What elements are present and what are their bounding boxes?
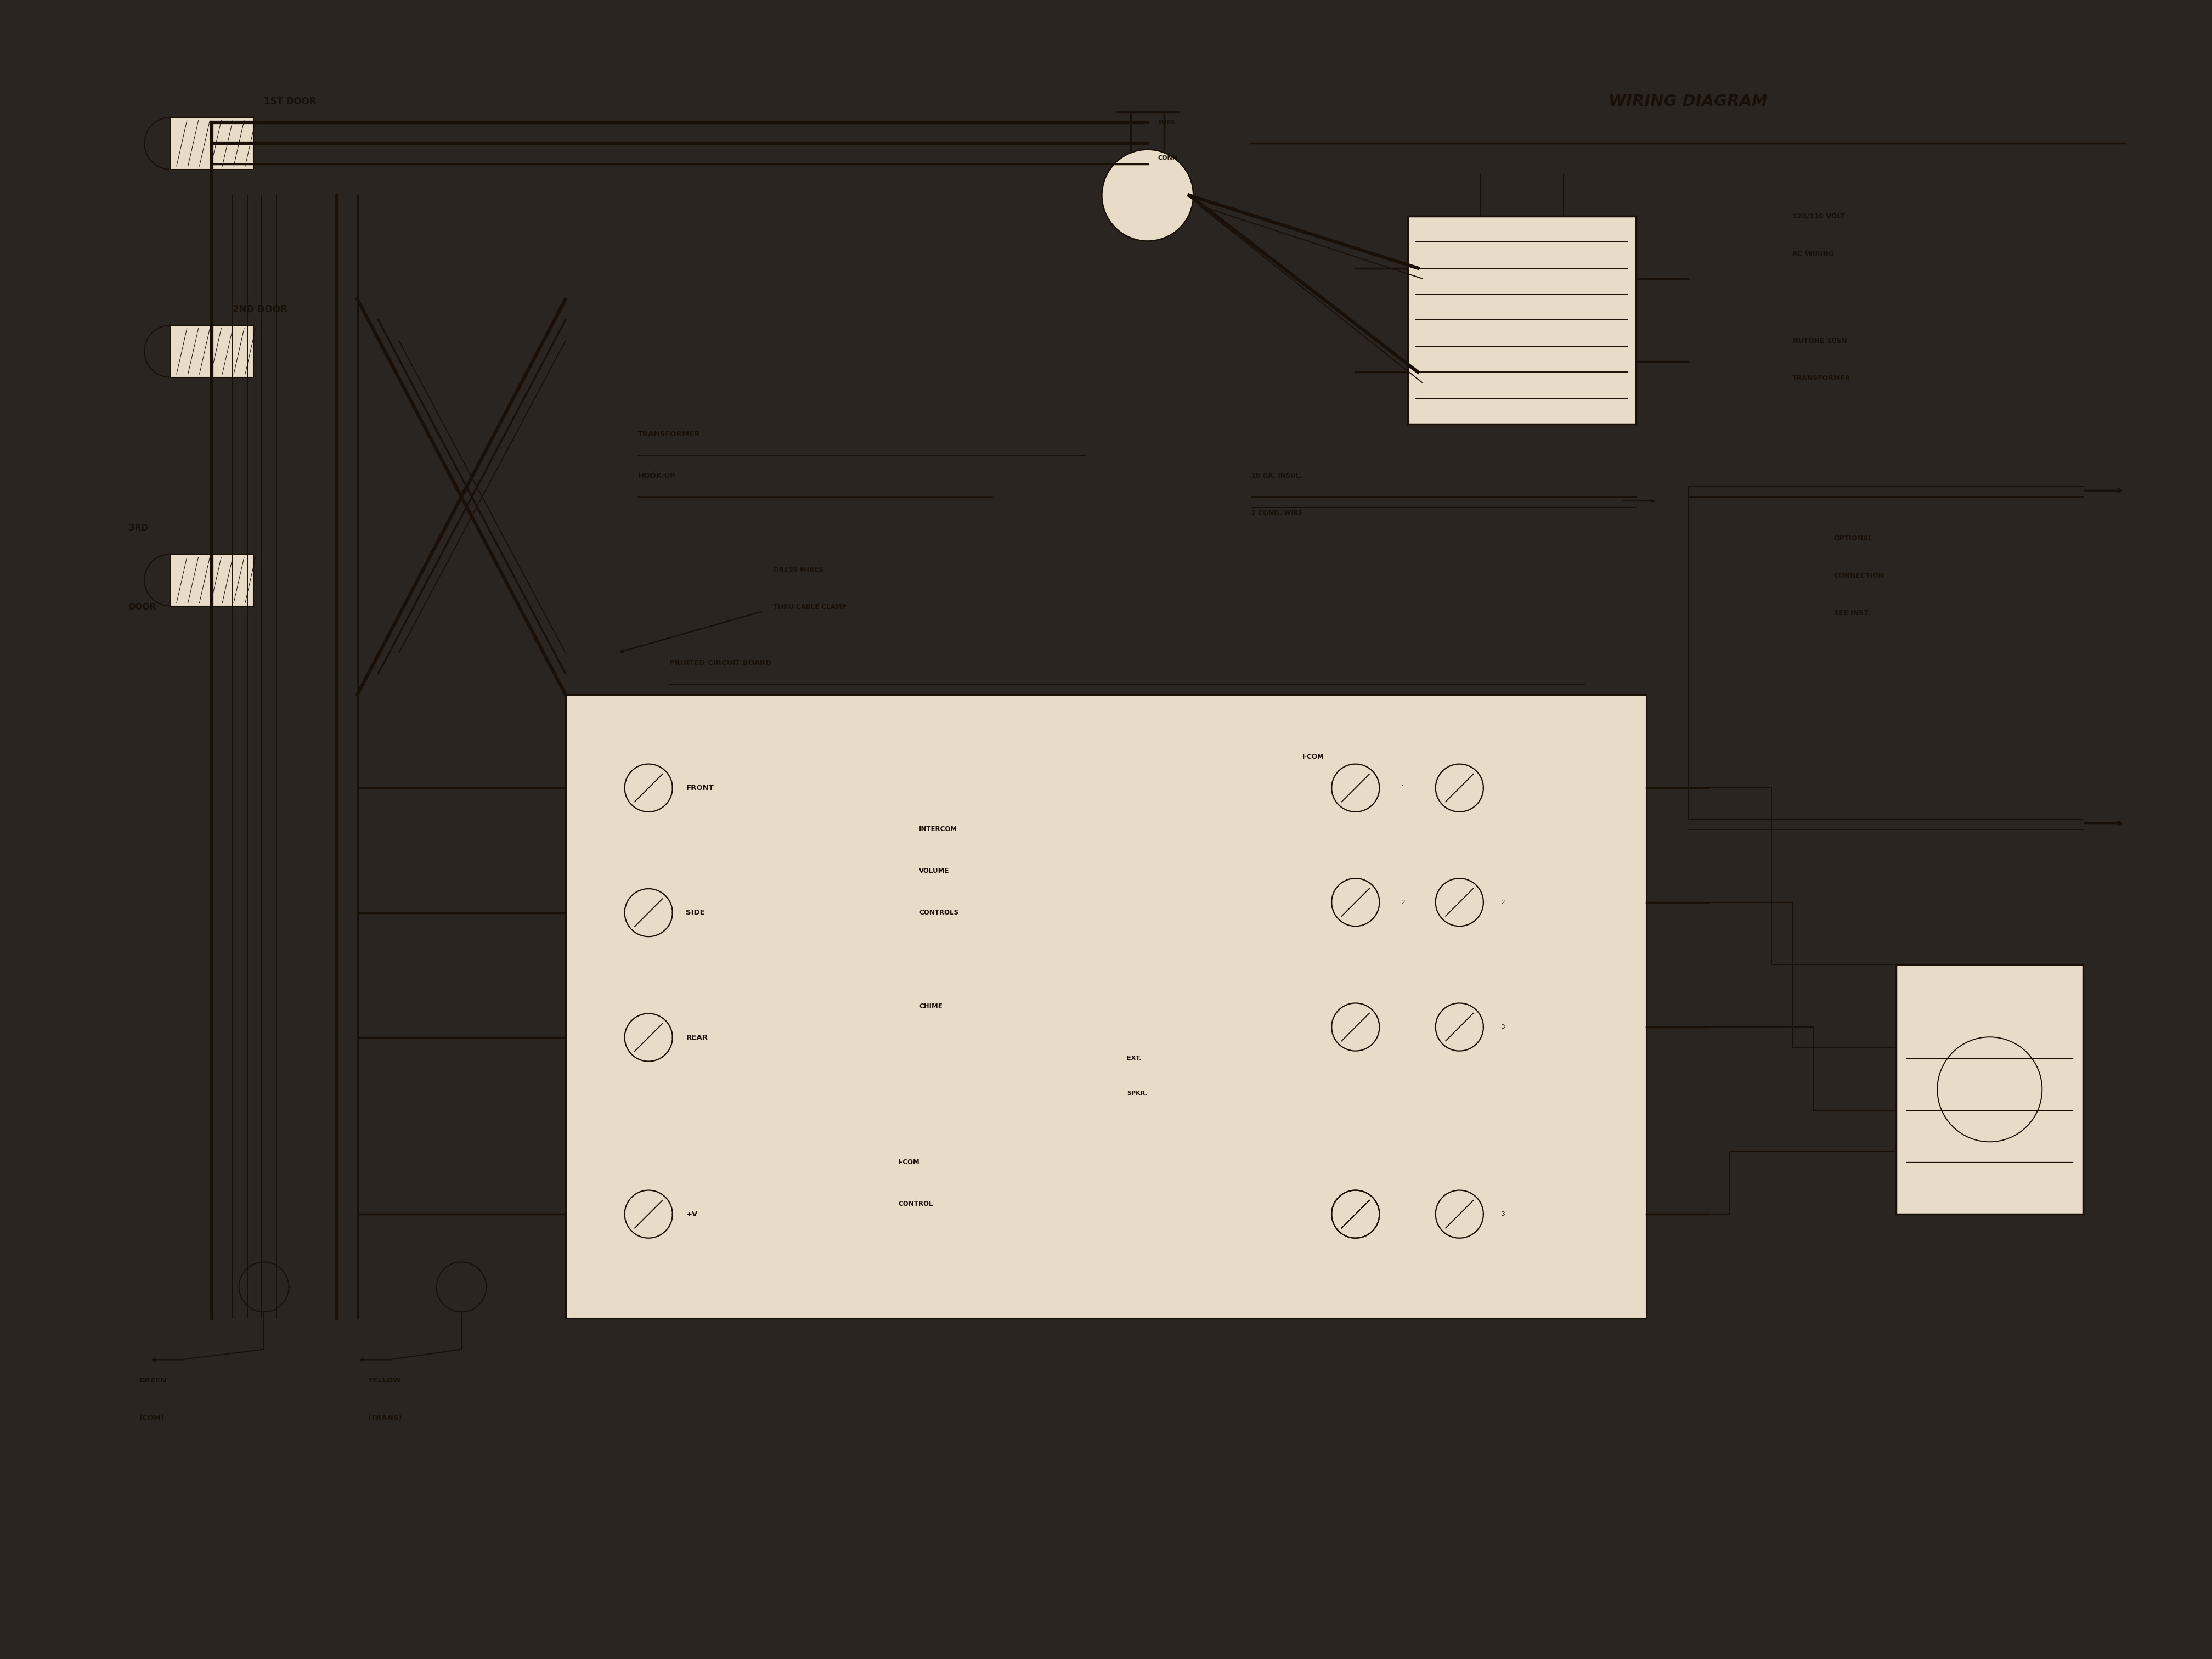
Text: 1ST DOOR: 1ST DOOR bbox=[263, 96, 316, 106]
Text: VOLUME: VOLUME bbox=[918, 868, 949, 874]
Text: DOOR: DOOR bbox=[128, 602, 157, 611]
Polygon shape bbox=[1332, 1004, 1380, 1050]
Text: NUTONE 105N: NUTONE 105N bbox=[1792, 337, 1847, 345]
Bar bbox=[170, 554, 254, 606]
Text: TRANSFORMER: TRANSFORMER bbox=[1792, 375, 1851, 382]
Text: I-COM: I-COM bbox=[898, 1158, 920, 1166]
Polygon shape bbox=[1332, 1190, 1380, 1238]
Text: CONTROL: CONTROL bbox=[898, 1199, 933, 1208]
Text: (TRANS): (TRANS) bbox=[367, 1415, 403, 1422]
Text: SPKR.: SPKR. bbox=[1126, 1092, 1148, 1097]
Text: THRU CABLE CLAMP: THRU CABLE CLAMP bbox=[774, 604, 847, 611]
Text: 120/110 VOLT: 120/110 VOLT bbox=[1792, 212, 1845, 219]
Text: 3RD: 3RD bbox=[128, 524, 148, 533]
Bar bbox=[566, 695, 1646, 1319]
Text: REAR: REAR bbox=[686, 1034, 708, 1040]
Text: FRONT: FRONT bbox=[686, 785, 714, 791]
Text: 18 GA. INSUL.: 18 GA. INSUL. bbox=[1252, 473, 1303, 479]
Text: INTERCOM: INTERCOM bbox=[918, 826, 958, 833]
Text: 1: 1 bbox=[1400, 785, 1405, 791]
Text: EXT.: EXT. bbox=[1126, 1055, 1141, 1062]
Text: SIDE: SIDE bbox=[686, 909, 706, 916]
Text: 2ND DOOR: 2ND DOOR bbox=[232, 305, 288, 315]
Polygon shape bbox=[1436, 878, 1484, 926]
Text: WIRE: WIRE bbox=[1159, 119, 1177, 126]
Polygon shape bbox=[624, 765, 672, 811]
Polygon shape bbox=[1332, 765, 1380, 811]
Text: WIRING DIAGRAM: WIRING DIAGRAM bbox=[1608, 95, 1767, 109]
Polygon shape bbox=[624, 1014, 672, 1062]
Polygon shape bbox=[1436, 1004, 1484, 1050]
Text: SEE INST.: SEE INST. bbox=[1834, 611, 1869, 617]
Text: PRINTED CIRCUIT BOARD: PRINTED CIRCUIT BOARD bbox=[670, 660, 772, 667]
Text: 2: 2 bbox=[1502, 899, 1504, 906]
Bar bbox=[170, 325, 254, 377]
Text: 2 COND. WIRE: 2 COND. WIRE bbox=[1252, 509, 1303, 518]
Polygon shape bbox=[1436, 1190, 1484, 1238]
Bar bbox=[170, 118, 254, 169]
Text: (COM): (COM) bbox=[139, 1415, 164, 1422]
Text: 3: 3 bbox=[1502, 1211, 1504, 1218]
Text: CONN.: CONN. bbox=[1159, 156, 1179, 161]
Text: CONTROLS: CONTROLS bbox=[918, 909, 958, 916]
Bar bbox=[1407, 216, 1637, 425]
Text: 3: 3 bbox=[1502, 1024, 1504, 1030]
Text: 2: 2 bbox=[1400, 899, 1405, 906]
Polygon shape bbox=[1332, 878, 1380, 926]
Text: AC WIRING: AC WIRING bbox=[1792, 251, 1834, 257]
Bar bbox=[1896, 964, 2084, 1214]
Polygon shape bbox=[624, 889, 672, 937]
Text: I-COM: I-COM bbox=[1303, 753, 1325, 760]
Text: YELLOW: YELLOW bbox=[367, 1377, 400, 1384]
Text: DRESS WIRES: DRESS WIRES bbox=[774, 566, 823, 572]
Polygon shape bbox=[1332, 1190, 1380, 1238]
Polygon shape bbox=[624, 1190, 672, 1238]
Text: +V: +V bbox=[686, 1211, 697, 1218]
Text: TRANSFORMER: TRANSFORMER bbox=[637, 431, 701, 438]
Text: CONNECTION: CONNECTION bbox=[1834, 572, 1885, 579]
Text: GREEN: GREEN bbox=[139, 1377, 166, 1384]
Text: OPTIONAL: OPTIONAL bbox=[1834, 534, 1874, 542]
Circle shape bbox=[1102, 149, 1192, 241]
Text: CHIME: CHIME bbox=[918, 1002, 942, 1010]
Text: HOOK-UP: HOOK-UP bbox=[637, 473, 677, 479]
Polygon shape bbox=[1436, 765, 1484, 811]
